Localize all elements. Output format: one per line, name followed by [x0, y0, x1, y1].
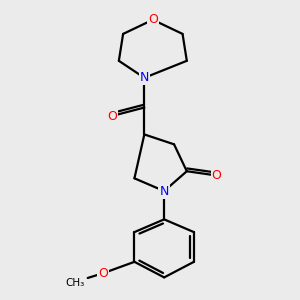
Text: O: O [212, 169, 221, 182]
Text: O: O [148, 13, 158, 26]
Text: CH₃: CH₃ [65, 278, 85, 288]
Text: O: O [98, 267, 108, 280]
Text: O: O [107, 110, 117, 122]
Text: N: N [160, 184, 169, 198]
Text: N: N [140, 71, 149, 84]
